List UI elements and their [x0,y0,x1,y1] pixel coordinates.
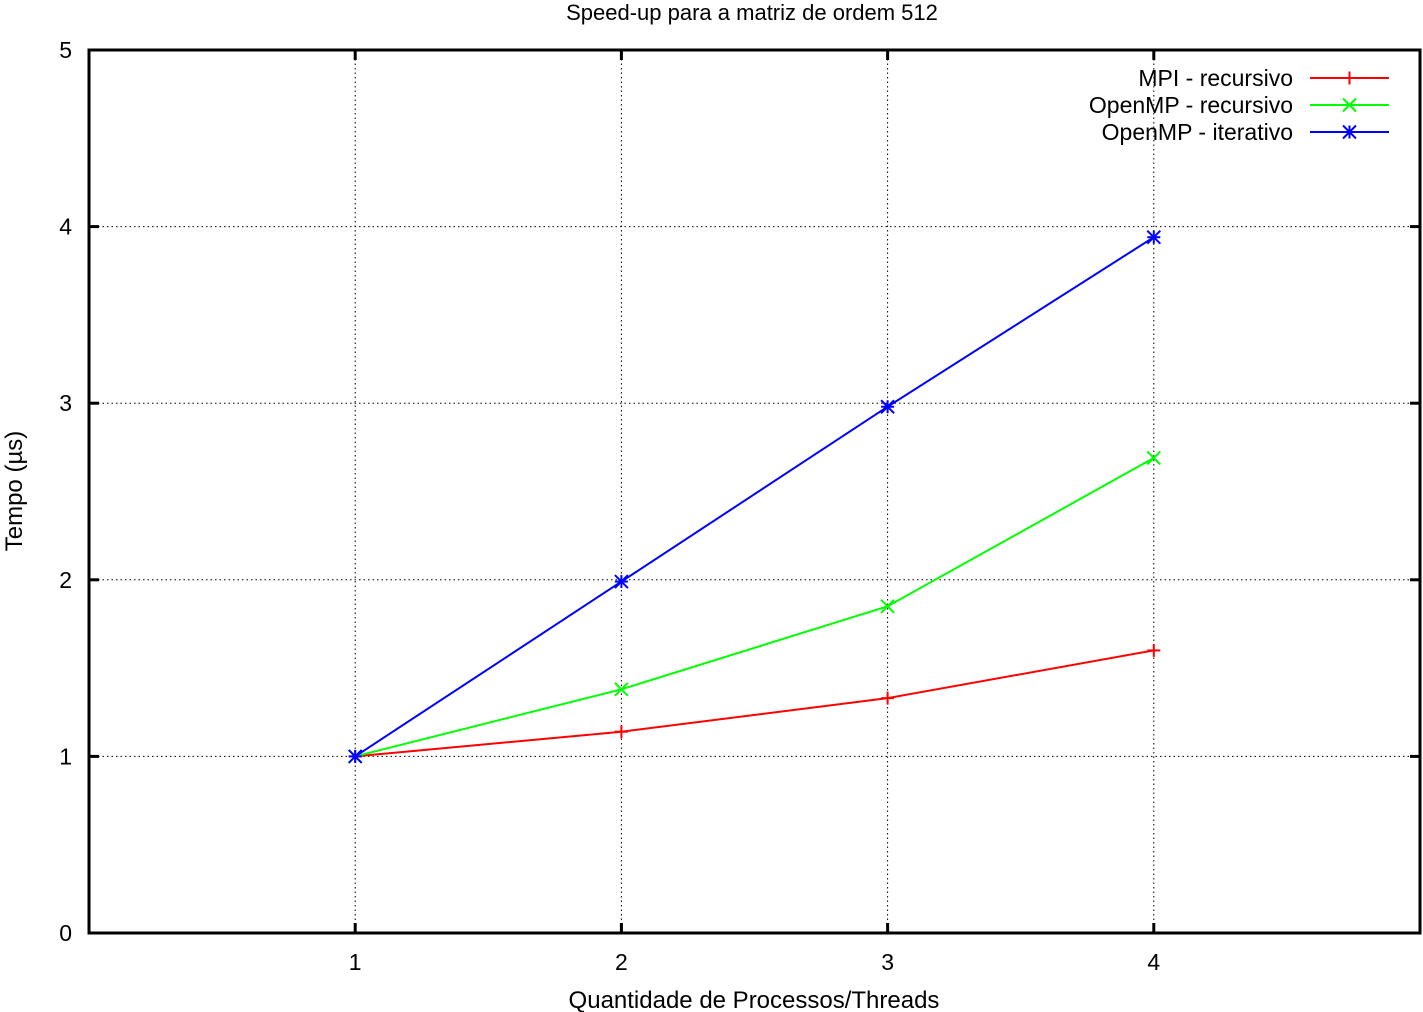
data-point [1147,643,1161,657]
plot-frame [87,48,1422,935]
series-line [354,457,1155,758]
y-tick-label: 5 [59,37,72,63]
x-tick-label: 1 [349,949,362,975]
x-tick-label: 4 [1147,949,1160,975]
data-point [1146,450,1162,466]
data-point [880,399,895,414]
data-point [347,749,363,764]
y-tick-label: 0 [59,920,72,946]
legend-label: MPI - recursivo [1138,65,1293,91]
data-point [614,574,629,589]
series-line [355,649,1154,758]
series-3 [347,229,1162,764]
chart-title: Speed-up para a matriz de ordem 512 [566,0,938,25]
x-tick-label: 2 [615,949,628,975]
series-line [354,236,1155,758]
legend-label: OpenMP - iterativo [1102,119,1293,145]
legend-marker [1342,124,1357,140]
data-point [881,691,895,705]
grid [89,50,1420,933]
y-tick-label: 4 [59,214,72,240]
data-point [614,682,629,697]
x-tick-label: 3 [881,949,894,975]
data-point [614,725,628,739]
legend-label: OpenMP - recursivo [1089,92,1293,118]
series-layer [347,229,1162,764]
y-tick-label: 2 [59,567,72,593]
series-1 [348,643,1161,763]
axis-ticks: 0 1 2 3 4 5 1 2 3 4 [59,37,1420,975]
legend-item: OpenMP - recursivo [1089,92,1389,118]
data-point [1146,229,1162,245]
legend-item: OpenMP - iterativo [1102,119,1389,145]
y-axis-label: Tempo (µs) [1,431,28,552]
y-tick-label: 3 [59,390,72,416]
series-2 [347,450,1162,764]
y-tick-label: 1 [59,743,72,769]
legend-marker [1343,71,1356,85]
data-point [880,599,895,614]
x-axis-label: Quantidade de Processos/Threads [569,987,940,1012]
legend-item: MPI - recursivo [1138,65,1389,91]
legend-marker [1342,97,1357,113]
